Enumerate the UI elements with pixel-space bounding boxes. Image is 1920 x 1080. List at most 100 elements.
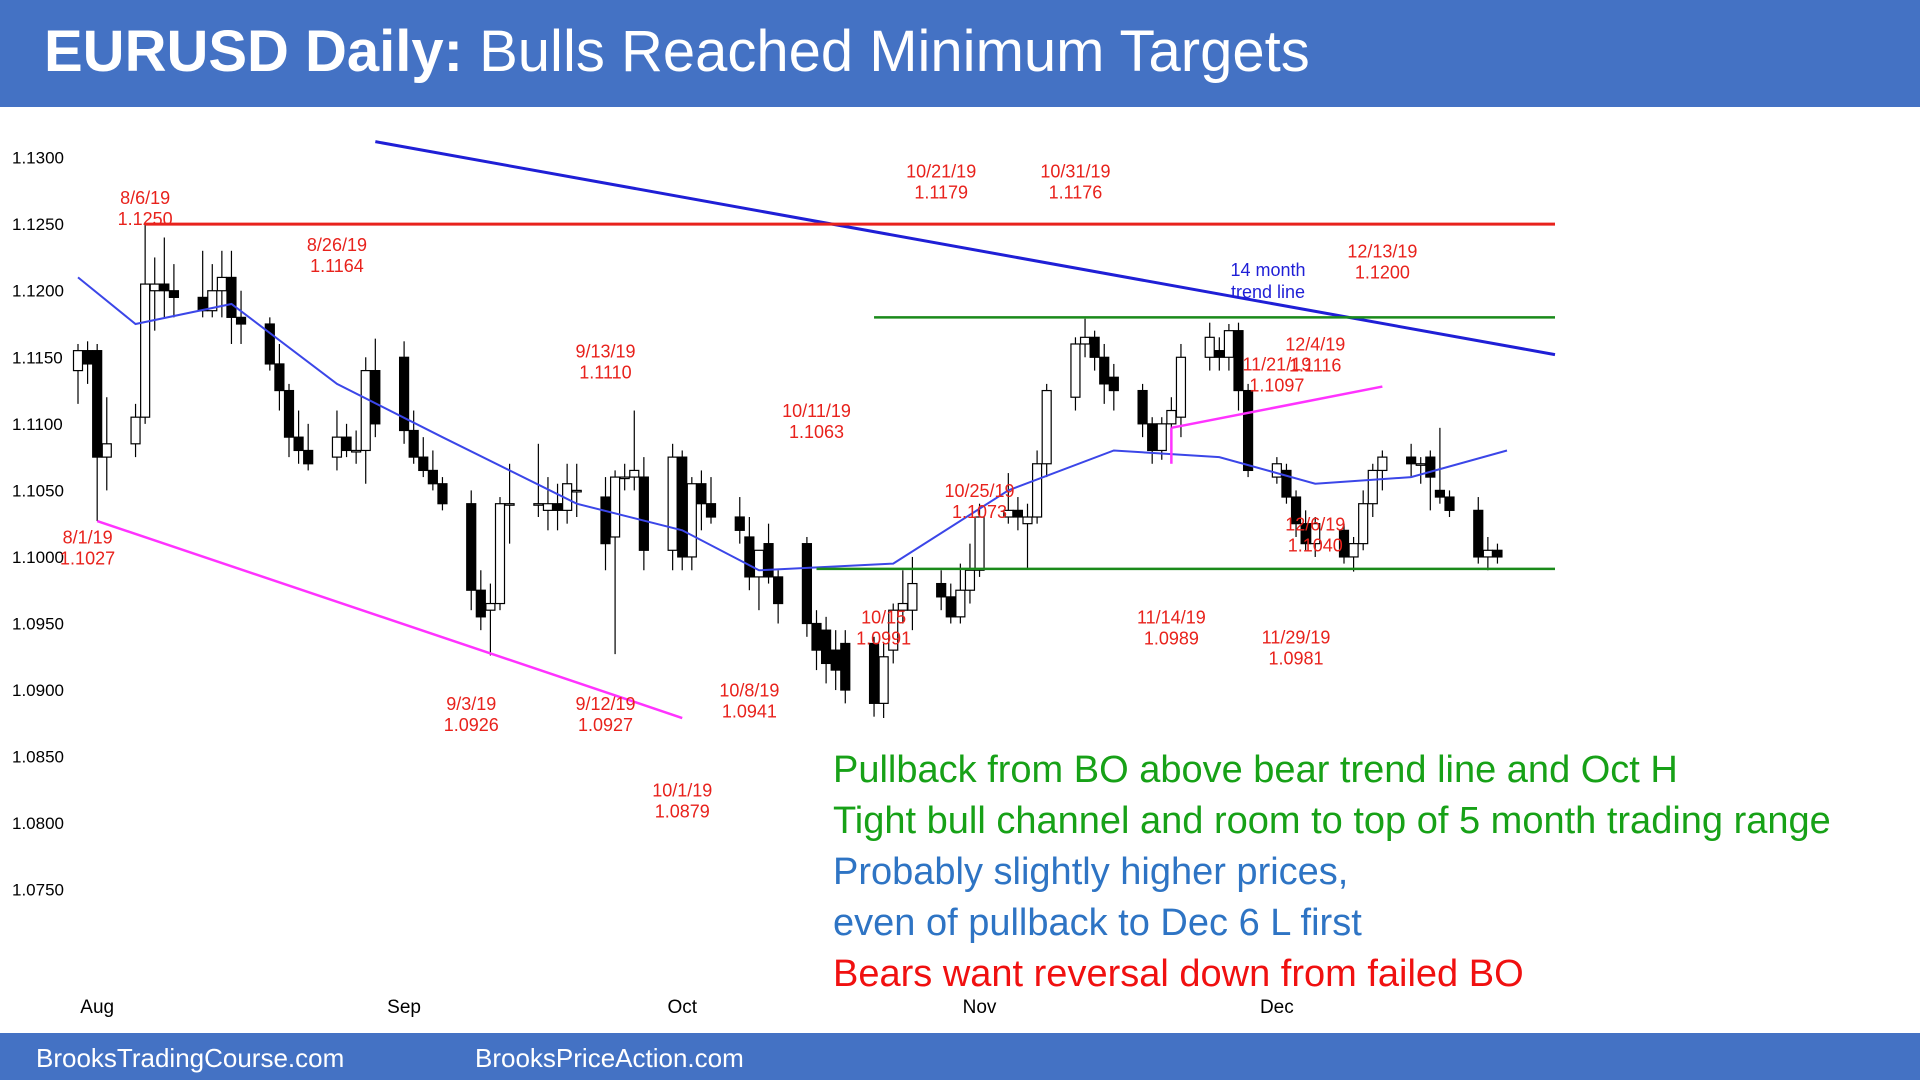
annotation-date: 11/21/19	[1242, 355, 1311, 375]
candle-body	[1233, 330, 1244, 392]
y-tick-label: 1.1200	[12, 282, 64, 301]
candle-body	[418, 456, 429, 472]
annotation-price: 1.1027	[60, 549, 115, 569]
candle-body	[274, 363, 285, 392]
annotation-price: 1.1063	[789, 422, 844, 442]
annotation-price: 1.1110	[579, 362, 631, 382]
candle-body	[1482, 549, 1493, 558]
annotation-date: 12/6/19	[1285, 514, 1345, 534]
candle-body	[159, 283, 170, 292]
candle-body	[1108, 376, 1119, 392]
footer-site-priceaction: BrooksPriceAction.com	[475, 1043, 744, 1073]
footer-banner: BrooksTradingCourse.com BrooksPriceActio…	[0, 1033, 1920, 1080]
x-tick-label: Aug	[80, 997, 114, 1018]
eurusd-chart: 1.1300 1.1250 1.1200 1.1150 1.1100 1.1050 1.10…	[12, 140, 1556, 1018]
annotation-date: 10/8/19	[719, 681, 779, 701]
commentary-block: Pullback from BO above bear trend line a…	[833, 745, 1831, 1000]
annotation-date: 11/29/19	[1262, 627, 1331, 647]
candle-body	[878, 656, 889, 704]
candle-body	[1147, 423, 1158, 452]
title-banner: EURUSD Daily: Bulls Reached Minimum Targ…	[0, 0, 1920, 107]
candle-body	[619, 476, 630, 480]
candle-body	[907, 582, 918, 611]
candle-body	[408, 429, 419, 458]
candle-body	[235, 316, 247, 325]
candle-body	[820, 629, 832, 665]
candle-body	[773, 576, 784, 605]
candle-body	[485, 602, 496, 611]
candle-body	[504, 503, 515, 506]
candle-body	[1492, 549, 1503, 558]
candle-body	[82, 350, 93, 365]
annotation-date: 10/11/19	[782, 401, 851, 421]
trend-line-label: 14 month	[1230, 260, 1305, 280]
candle-body	[1281, 469, 1292, 498]
page-title: EURUSD Daily: Bulls Reached Minimum Targ…	[44, 18, 1310, 85]
candle-body	[216, 276, 227, 292]
annotation-price: 1.1200	[1355, 262, 1410, 282]
candle-body	[801, 543, 813, 625]
candle-body	[868, 642, 880, 704]
candle-body	[1434, 489, 1446, 498]
commentary-line-5: Bears want reversal down from failed BO	[833, 953, 1524, 995]
candle-body	[830, 649, 841, 671]
candle-body	[303, 449, 314, 465]
candle-body	[207, 290, 218, 312]
candle-body	[1406, 456, 1417, 465]
candle-body	[734, 516, 745, 531]
commentary-line-3: Probably slightly higher prices,	[833, 851, 1349, 893]
annotation-date: 11/14/19	[1137, 608, 1206, 628]
candle-body	[1089, 336, 1100, 358]
annotation-price: 1.0989	[1144, 629, 1199, 649]
candle-body	[427, 469, 438, 485]
bull-channel-line	[1171, 385, 1383, 430]
candle-body	[370, 369, 381, 425]
annotation-date: 10/15	[861, 608, 906, 628]
candle-body	[533, 503, 544, 506]
candle-body	[475, 589, 486, 618]
candle-body	[437, 483, 448, 505]
annotation-price: 1.1040	[1288, 535, 1343, 555]
candle-body	[888, 609, 899, 651]
x-tick-label: Dec	[1260, 997, 1294, 1018]
candle-body	[494, 503, 506, 605]
annotation-price: 1.1073	[952, 502, 1007, 522]
annotation-price: 1.0879	[655, 802, 710, 822]
candle-body	[1204, 336, 1215, 358]
y-tick-label: 1.0850	[12, 748, 64, 767]
candle-body	[609, 476, 621, 538]
candle-body	[1070, 343, 1081, 398]
title-instrument: EURUSD Daily:	[44, 19, 463, 84]
annotation-date: 8/26/19	[307, 235, 367, 255]
candle-body	[1175, 356, 1187, 418]
candle-body	[1099, 356, 1110, 385]
title-headline: Bulls Reached Minimum Targets	[479, 19, 1310, 84]
candle-body	[1012, 509, 1024, 518]
annotation-date: 10/25/19	[945, 481, 1015, 501]
candle-body	[1041, 389, 1052, 465]
commentary-line-2: Tight bull channel and room to top of 5 …	[833, 800, 1831, 842]
candle-body	[1367, 469, 1378, 505]
candle-body	[677, 456, 688, 558]
candle-body	[600, 496, 611, 545]
candle-body	[101, 443, 112, 458]
candle-body	[140, 283, 151, 418]
y-tick-label: 1.1250	[12, 215, 64, 234]
candle-body	[1137, 389, 1148, 425]
candle-body	[72, 350, 84, 372]
annotation-price: 1.1179	[914, 183, 968, 203]
candle-body	[696, 483, 707, 505]
annotation-date: 10/21/19	[906, 162, 976, 182]
candle-body	[964, 569, 976, 591]
candle-body	[1415, 463, 1426, 466]
candle-body	[293, 436, 304, 452]
candle-body	[360, 369, 371, 452]
x-tick-label: Nov	[963, 997, 997, 1018]
candle-body	[552, 503, 563, 511]
candle-body	[1223, 330, 1235, 358]
annotation-date: 10/1/19	[652, 781, 712, 801]
candle-body	[840, 642, 851, 691]
annotation-date: 9/13/19	[575, 341, 635, 361]
candle-body	[1290, 496, 1302, 525]
candle-body	[753, 549, 765, 578]
